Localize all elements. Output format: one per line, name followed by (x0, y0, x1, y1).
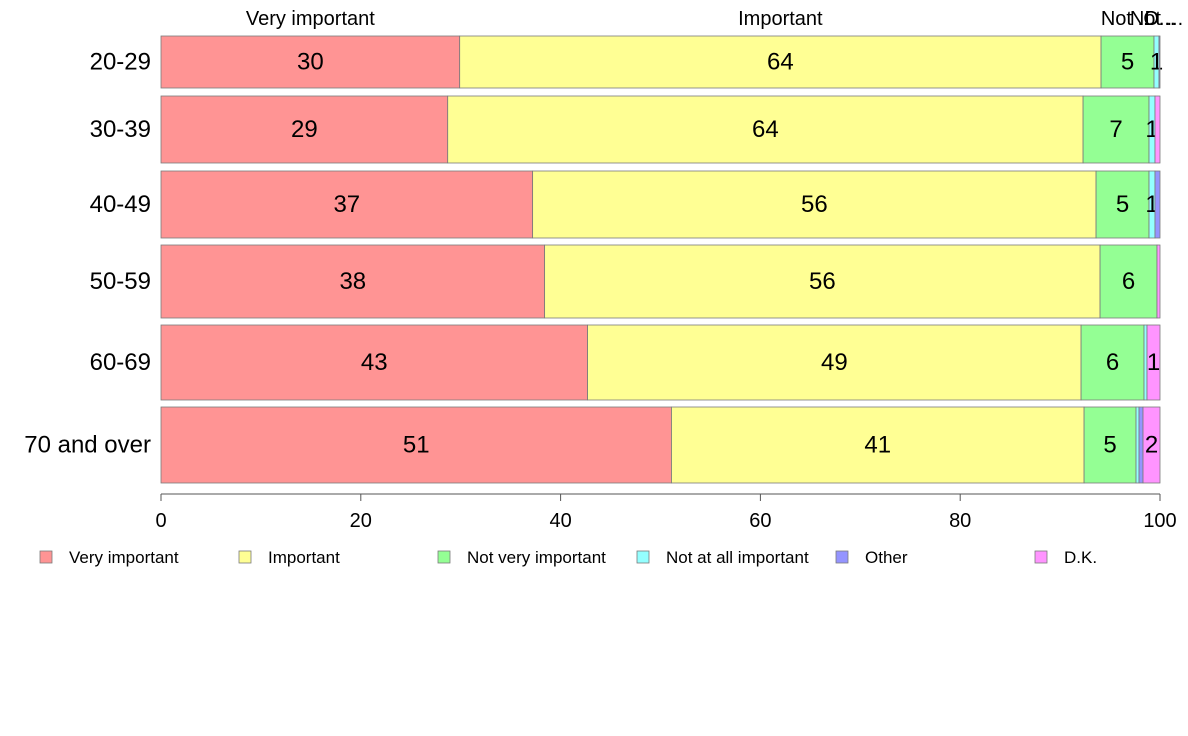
bars: 30 64 5 129 64 7 137 56 5 138 56 643 49 6 151 41 5 2 (160, 35, 1163, 484)
value-label: 5 (1116, 191, 1129, 218)
legend-label-not-very-important: Not very important (467, 548, 606, 567)
value-label: 2 (1145, 432, 1158, 459)
top-label-important: Important (738, 8, 823, 30)
bar-20-29-important (459, 35, 1102, 89)
value-label: 6 (1122, 268, 1135, 295)
x-tick-label: 20 (350, 510, 372, 532)
legend-label-not-at-all-important: Not at all important (666, 548, 809, 567)
value-label: 56 (809, 268, 836, 295)
value-label: 1 (1147, 349, 1160, 376)
bar-70-and-over-d-k (1142, 406, 1161, 484)
x-tick-label: 60 (749, 510, 771, 532)
value-label: 56 (801, 191, 828, 218)
bar-70-and-over-very-important (160, 406, 672, 484)
legend-swatch-other (835, 550, 849, 564)
bar-40-49-not-very-important (1095, 170, 1150, 239)
bar-20-29-very-important (160, 35, 461, 89)
value-label: 37 (333, 191, 360, 218)
bar-70-and-over-not-very-important (1083, 406, 1137, 484)
bar-60-69-d-k (1146, 324, 1161, 401)
legend-label-d-k: D.K. (1064, 548, 1097, 567)
value-label: 7 (1109, 116, 1122, 143)
bar-20-29-other (1158, 35, 1161, 89)
legend-swatch-not-at-all-important (636, 550, 650, 564)
bar-50-59-very-important (160, 244, 546, 319)
bar-40-49-very-important (160, 170, 534, 239)
value-label: 64 (767, 49, 794, 76)
value-label: 29 (291, 116, 318, 143)
bar-30-39-not-very-important (1082, 95, 1150, 164)
legend-label-very-important: Very important (69, 548, 179, 567)
category-label: 50-59 (90, 268, 151, 295)
value-label: 30 (297, 49, 324, 76)
bar-30-39-d-k (1154, 95, 1161, 164)
bar-30-39-important (447, 95, 1084, 164)
x-tick-label: 0 (155, 510, 166, 532)
top-label-not-very-important: Not ... (1101, 8, 1154, 30)
value-label: 1 (1150, 49, 1163, 76)
legend-label-important: Important (268, 548, 340, 567)
x-tick-label: 100 (1143, 510, 1176, 532)
top-label-d-k: D... (1144, 8, 1175, 30)
category-label: 60-69 (90, 349, 151, 376)
legend-swatch-d-k (1034, 550, 1048, 564)
x-tick-label: 80 (949, 510, 971, 532)
top-label-not-at-all-important: Not ... (1130, 8, 1183, 30)
bar-40-49-other (1154, 170, 1161, 239)
bar-40-49-important (532, 170, 1097, 239)
legend: Very important Important Not very importan… (39, 548, 1097, 567)
value-label: 43 (361, 349, 388, 376)
bar-50-59-not-very-important (1099, 244, 1158, 319)
value-label: 49 (821, 349, 848, 376)
top-labels: Very important Important Not ...Not ...O..… (246, 8, 1183, 30)
bar-70-and-over-important (671, 406, 1085, 484)
legend-swatch-not-very-important (437, 550, 451, 564)
bar-70-and-over-not-at-all-important (1135, 406, 1140, 484)
x-tick-label: 40 (549, 510, 571, 532)
legend-swatch-important (238, 550, 252, 564)
category-labels: 20-29 30-39 40-49 50-59 60-69 70 and over (24, 49, 151, 459)
bar-20-29-not-very-important (1100, 35, 1155, 89)
category-label: 20-29 (90, 49, 151, 76)
legend-swatch-very-important (39, 550, 53, 564)
value-label: 6 (1106, 349, 1119, 376)
top-label-very-important: Very important (246, 8, 375, 30)
bar-70-and-over-other (1138, 406, 1144, 484)
bar-30-39-very-important (160, 95, 449, 164)
bar-60-69-not-very-important (1080, 324, 1145, 401)
category-label: 70 and over (24, 432, 151, 459)
category-label: 40-49 (90, 191, 151, 218)
bar-60-69-very-important (160, 324, 588, 401)
bar-50-59-d-k (1156, 244, 1161, 319)
value-label: 64 (752, 116, 779, 143)
value-label: 5 (1103, 432, 1116, 459)
bar-60-69-important (587, 324, 1082, 401)
legend-label-other: Other (865, 548, 908, 567)
value-label: 41 (864, 432, 891, 459)
top-label-other: O... (1143, 8, 1175, 30)
x-axis: 0 20 40 60 80 100 (155, 493, 1177, 532)
value-label: 5 (1121, 49, 1134, 76)
category-label: 30-39 (90, 116, 151, 143)
value-label: 38 (339, 268, 366, 295)
value-label: 51 (403, 432, 430, 459)
